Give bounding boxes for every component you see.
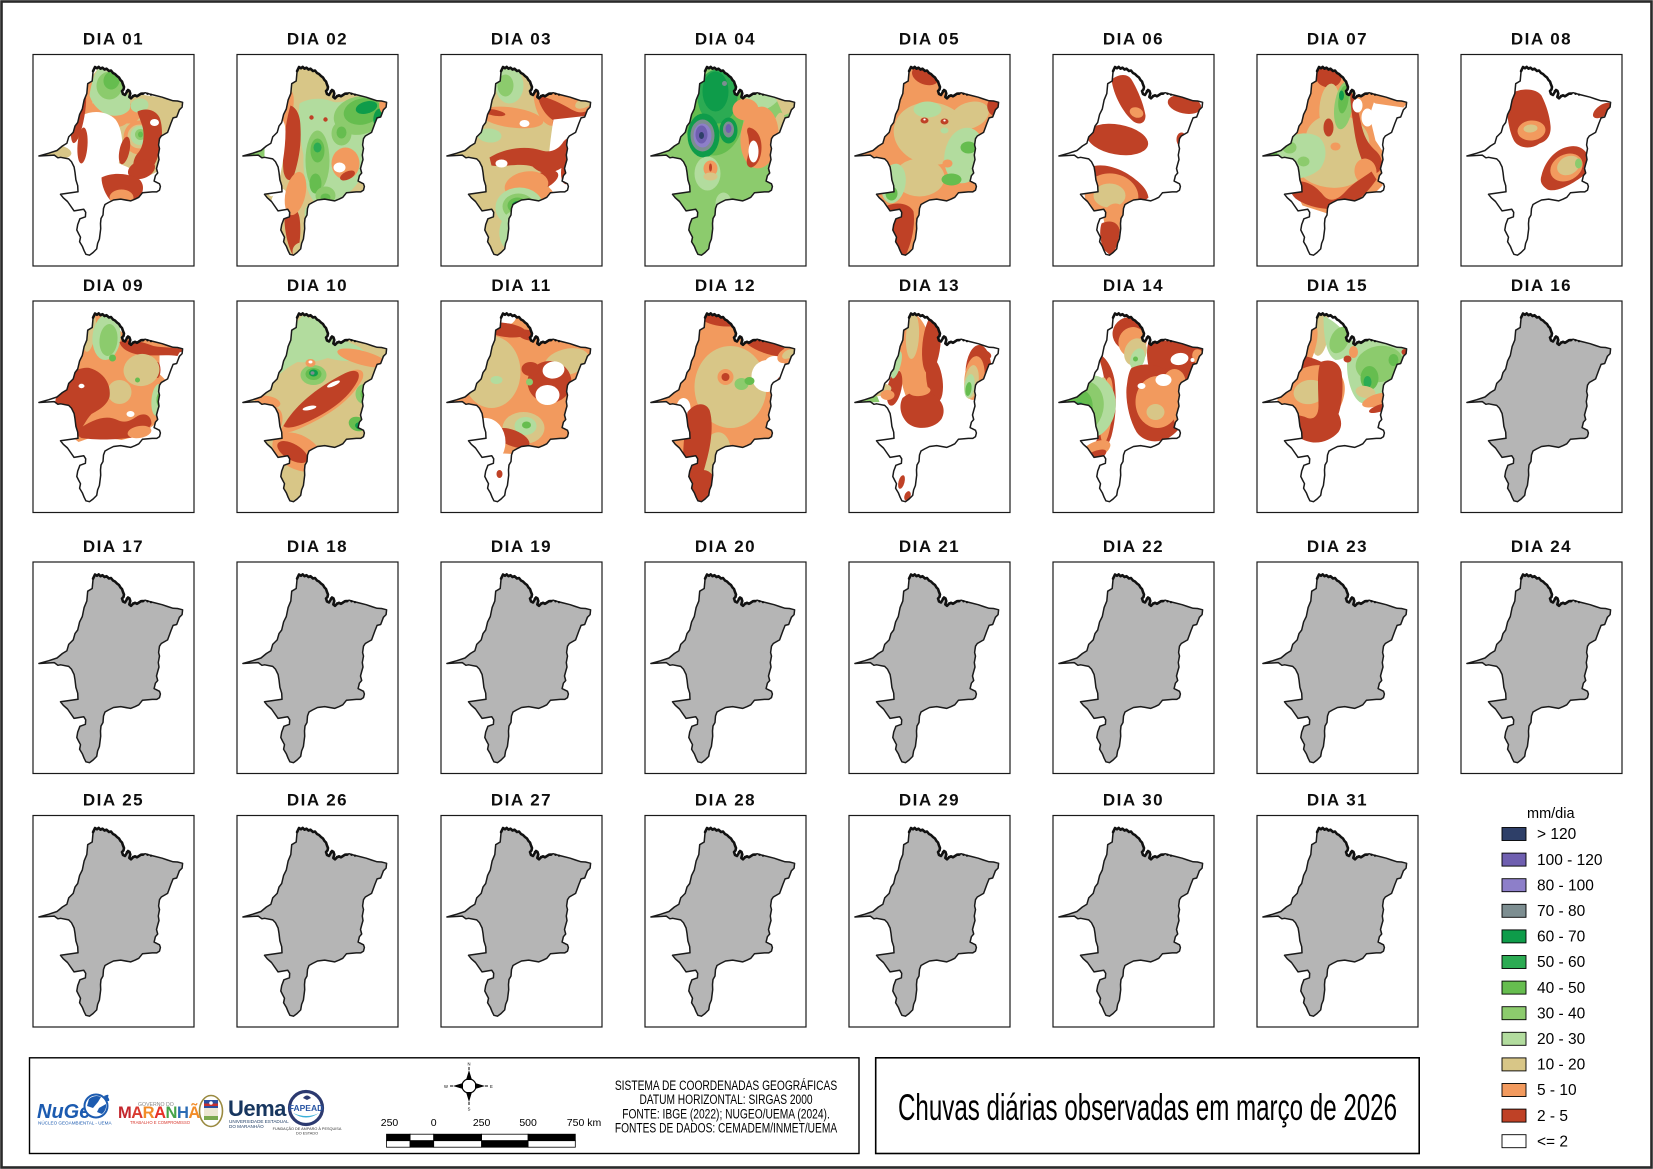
svg-text:DIA 28: DIA 28	[695, 791, 756, 810]
svg-text:5 - 10: 5 - 10	[1537, 1082, 1577, 1099]
svg-text:DIA 17: DIA 17	[83, 537, 144, 556]
svg-text:> 120: > 120	[1537, 826, 1577, 843]
svg-text:UNIVERSIDADE ESTADUAL: UNIVERSIDADE ESTADUAL	[229, 1119, 289, 1124]
svg-text:FONTES DE DADOS: CEMADEM/INMET: FONTES DE DADOS: CEMADEM/INMET/UEMA	[615, 1121, 837, 1136]
svg-text:W: W	[444, 1084, 448, 1089]
svg-text:70 - 80: 70 - 80	[1537, 903, 1586, 920]
svg-text:DIA 26: DIA 26	[287, 791, 348, 810]
svg-text:DIA 20: DIA 20	[695, 537, 756, 556]
svg-text:DIA 22: DIA 22	[1103, 537, 1164, 556]
svg-text:100 - 120: 100 - 120	[1537, 852, 1603, 869]
svg-text:DIA 06: DIA 06	[1103, 30, 1164, 49]
svg-text:DIA 07: DIA 07	[1307, 30, 1368, 49]
svg-text:50 - 60: 50 - 60	[1537, 954, 1586, 971]
svg-text:DIA 27: DIA 27	[491, 791, 552, 810]
svg-text:DATUM HORIZONTAL: SIRGAS 2000: DATUM HORIZONTAL: SIRGAS 2000	[639, 1092, 812, 1107]
svg-text:TRABALHO E COMPROMISSO: TRABALHO E COMPROMISSO	[130, 1120, 191, 1125]
svg-text:NuGe: NuGe	[37, 1101, 90, 1123]
svg-text:0: 0	[431, 1117, 437, 1129]
svg-text:DIA 08: DIA 08	[1511, 30, 1572, 49]
svg-text:Uema: Uema	[228, 1096, 287, 1121]
svg-text:S: S	[468, 1107, 471, 1112]
svg-text:MARANHÃO: MARANHÃO	[118, 1102, 213, 1122]
svg-text:20 - 30: 20 - 30	[1537, 1031, 1586, 1048]
svg-text:SISTEMA DE COORDENADAS GEOGRÁF: SISTEMA DE COORDENADAS GEOGRÁFICAS	[615, 1078, 837, 1093]
svg-text:FAPEAD: FAPEAD	[289, 1103, 323, 1113]
svg-text:DIA 16: DIA 16	[1511, 276, 1572, 295]
svg-text:DIA 30: DIA 30	[1103, 791, 1164, 810]
svg-text:FUNDAÇÃO DE AMPARO À PESQUISA: FUNDAÇÃO DE AMPARO À PESQUISA	[273, 1126, 342, 1131]
svg-text:30 - 40: 30 - 40	[1537, 1005, 1586, 1022]
svg-text:DIA 15: DIA 15	[1307, 276, 1368, 295]
svg-text:DIA 13: DIA 13	[899, 276, 960, 295]
svg-text:N: N	[467, 1062, 470, 1067]
svg-text:DIA 03: DIA 03	[491, 30, 552, 49]
svg-text:DIA 18: DIA 18	[287, 537, 348, 556]
svg-text:GOVERNO DO: GOVERNO DO	[138, 1102, 174, 1108]
svg-text:80 - 100: 80 - 100	[1537, 877, 1594, 894]
svg-text:DO ESTADO: DO ESTADO	[296, 1132, 318, 1136]
svg-text:FONTE: IBGE (2022); NUGEO/UEMA: FONTE: IBGE (2022); NUGEO/UEMA (2024).	[622, 1106, 830, 1121]
svg-text:DIA 11: DIA 11	[491, 276, 551, 295]
svg-text:Chuvas diárias observadas em m: Chuvas diárias observadas em março de 20…	[898, 1087, 1397, 1128]
svg-text:500: 500	[519, 1117, 537, 1129]
svg-text:mm/dia: mm/dia	[1527, 806, 1575, 822]
svg-text:DIA 23: DIA 23	[1307, 537, 1368, 556]
svg-text:DIA 24: DIA 24	[1511, 537, 1572, 556]
svg-text:DIA 21: DIA 21	[899, 537, 960, 556]
svg-text:DIA 12: DIA 12	[695, 276, 756, 295]
svg-text:2 - 5: 2 - 5	[1537, 1108, 1568, 1125]
svg-text:DIA 25: DIA 25	[83, 791, 144, 810]
svg-text:DIA 31: DIA 31	[1307, 791, 1368, 810]
svg-text:DIA 05: DIA 05	[899, 30, 960, 49]
svg-text:DIA 01: DIA 01	[83, 30, 144, 49]
svg-text:E: E	[490, 1084, 493, 1089]
svg-text:DIA 19: DIA 19	[491, 537, 552, 556]
svg-text:DO MARANHÃO: DO MARANHÃO	[229, 1123, 264, 1129]
svg-text:DIA 29: DIA 29	[899, 791, 960, 810]
svg-text:DIA 09: DIA 09	[83, 276, 144, 295]
svg-text:DIA 10: DIA 10	[287, 276, 348, 295]
svg-text:<= 2: <= 2	[1537, 1133, 1568, 1150]
svg-text:750 km: 750 km	[567, 1117, 602, 1129]
svg-text:40 - 50: 40 - 50	[1537, 980, 1586, 997]
svg-text:10 - 20: 10 - 20	[1537, 1057, 1586, 1074]
svg-text:DIA 02: DIA 02	[287, 30, 348, 49]
svg-text:60 - 70: 60 - 70	[1537, 929, 1586, 946]
svg-text:DIA 04: DIA 04	[695, 30, 756, 49]
svg-text:NÚCLEO GEOAMBIENTAL - UEMA: NÚCLEO GEOAMBIENTAL - UEMA	[38, 1120, 112, 1126]
svg-text:DIA 14: DIA 14	[1103, 276, 1164, 295]
svg-text:250: 250	[381, 1117, 399, 1129]
svg-text:250: 250	[473, 1117, 491, 1129]
